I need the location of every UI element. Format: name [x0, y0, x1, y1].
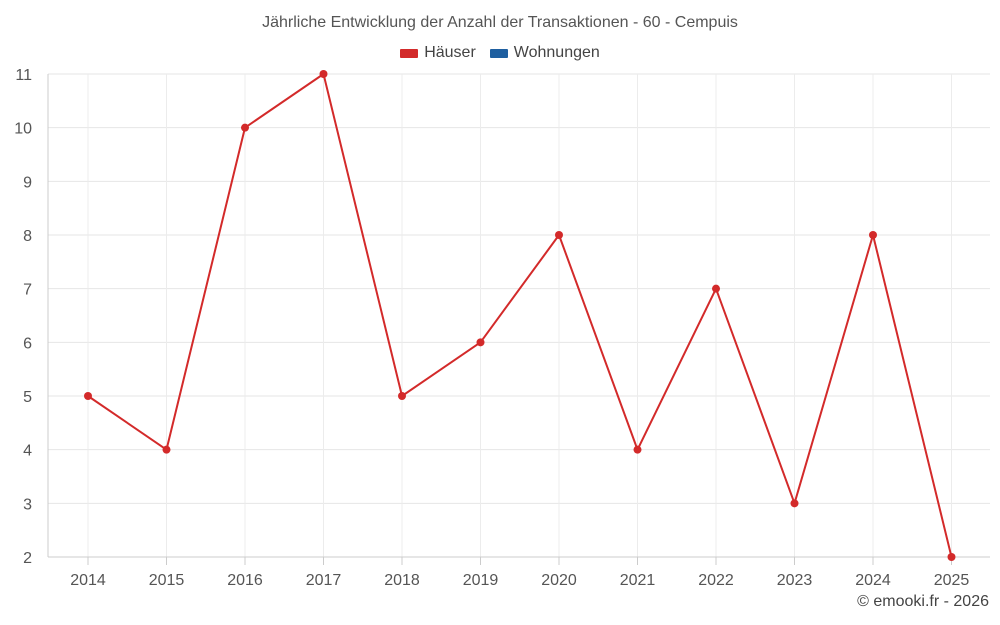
legend-swatch-wohnungen [489, 48, 508, 58]
y-tick-label: 5 [23, 389, 32, 406]
chart-title: Jährliche Entwicklung der Anzahl der Tra… [262, 14, 738, 31]
legend: Häuser Wohnungen [0, 44, 1000, 62]
x-tick-label: 2017 [306, 572, 342, 589]
x-tick-label: 2018 [384, 572, 420, 589]
y-tick-label: 4 [23, 443, 32, 460]
data-point [869, 231, 877, 239]
x-tick-label: 2014 [70, 572, 106, 589]
data-point [162, 445, 171, 454]
data-point [398, 392, 406, 400]
data-point [712, 284, 720, 293]
legend-label-wohnungen: Wohnungen [513, 44, 600, 61]
data-point [241, 123, 249, 132]
series-line-0 [87, 73, 953, 558]
data-point [84, 392, 92, 400]
x-tick-label: 2015 [149, 572, 185, 589]
x-tick-label: 2016 [227, 572, 263, 589]
x-tick-label: 2019 [463, 572, 499, 589]
y-tick-label: 7 [23, 282, 32, 299]
x-tick-label: 2020 [541, 572, 577, 589]
y-tick-label: 11 [15, 67, 32, 84]
data-point [476, 338, 485, 347]
legend-label-haeuser: Häuser [424, 44, 476, 61]
legend-item-wohnungen[interactable]: Wohnungen [489, 44, 600, 62]
data-point [319, 70, 328, 78]
data-point [633, 445, 642, 454]
data-point [790, 499, 799, 508]
credit-text: © emooki.fr - 2026 [857, 593, 989, 610]
y-tick-label: 2 [23, 550, 32, 567]
x-tick-label: 2025 [934, 572, 970, 589]
x-tick-label: 2021 [620, 572, 656, 589]
data-point [947, 553, 956, 561]
y-tick-label: 6 [23, 335, 32, 352]
y-tick-label: 9 [23, 174, 32, 191]
legend-item-haeuser[interactable]: Häuser [400, 44, 476, 62]
legend-swatch-haeuser [400, 48, 419, 58]
data-point [555, 231, 563, 239]
y-tick-label: 8 [23, 228, 32, 245]
y-tick-label: 10 [14, 121, 32, 138]
x-tick-label: 2022 [698, 572, 734, 589]
x-tick-label: 2024 [855, 572, 891, 589]
y-tick-label: 3 [23, 496, 32, 513]
x-tick-label: 2023 [777, 572, 813, 589]
